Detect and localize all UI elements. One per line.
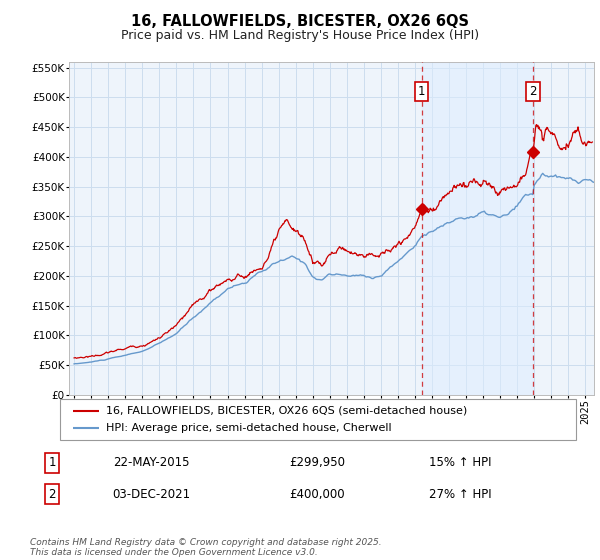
Text: 1: 1 (49, 456, 56, 469)
Text: 1: 1 (418, 85, 425, 98)
Text: £400,000: £400,000 (289, 488, 345, 501)
Text: 16, FALLOWFIELDS, BICESTER, OX26 6QS (semi-detached house): 16, FALLOWFIELDS, BICESTER, OX26 6QS (se… (106, 405, 467, 416)
Text: £299,950: £299,950 (289, 456, 345, 469)
Text: 15% ↑ HPI: 15% ↑ HPI (430, 456, 492, 469)
Text: 16, FALLOWFIELDS, BICESTER, OX26 6QS: 16, FALLOWFIELDS, BICESTER, OX26 6QS (131, 14, 469, 29)
Text: HPI: Average price, semi-detached house, Cherwell: HPI: Average price, semi-detached house,… (106, 423, 392, 433)
FancyBboxPatch shape (60, 399, 576, 440)
Text: 2: 2 (49, 488, 56, 501)
Text: 03-DEC-2021: 03-DEC-2021 (112, 488, 191, 501)
Text: 22-MAY-2015: 22-MAY-2015 (113, 456, 190, 469)
Text: Contains HM Land Registry data © Crown copyright and database right 2025.
This d: Contains HM Land Registry data © Crown c… (30, 538, 382, 557)
Text: 27% ↑ HPI: 27% ↑ HPI (429, 488, 492, 501)
Text: Price paid vs. HM Land Registry's House Price Index (HPI): Price paid vs. HM Land Registry's House … (121, 29, 479, 42)
Bar (422, 62, 533, 395)
Text: 2: 2 (529, 85, 536, 98)
